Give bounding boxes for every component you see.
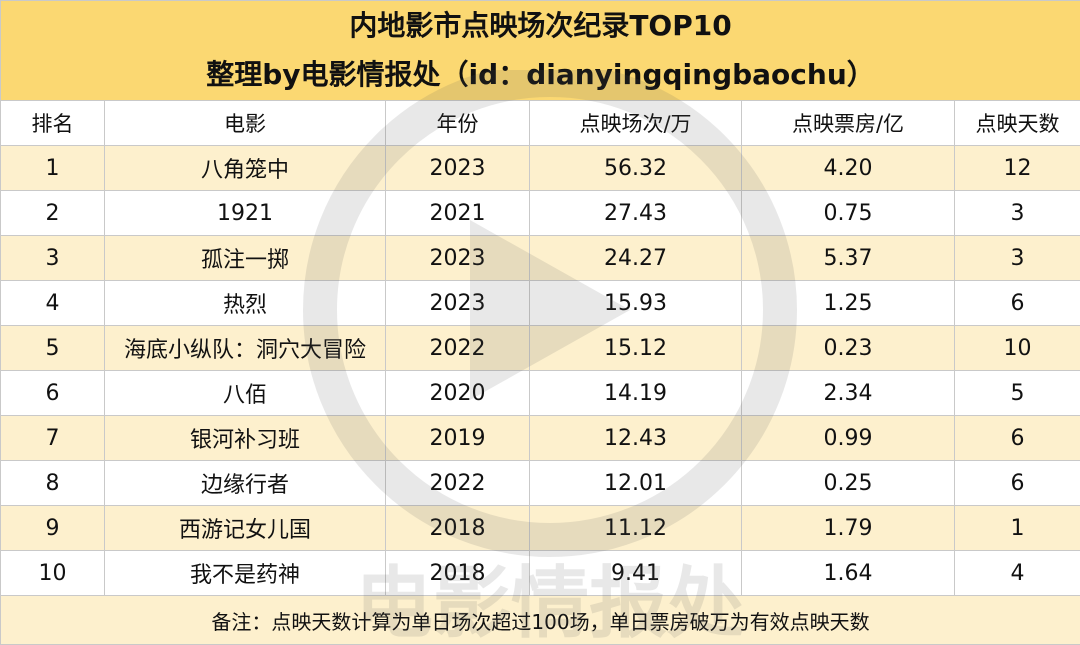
header-days[interactable]: 点映天数 <box>953 100 1080 146</box>
table-row: 3 孤注一掷 2023 24.27 5.37 3 <box>0 235 1080 281</box>
cell-box-office[interactable]: 1.25 <box>741 280 955 326</box>
table-row: 8 边缘行者 2022 12.01 0.25 6 <box>0 460 1080 506</box>
cell-sessions[interactable]: 56.32 <box>529 145 742 191</box>
title-row: 内地影市点映场次纪录TOP10 <box>0 0 1080 51</box>
cell-rank[interactable]: 5 <box>0 325 105 371</box>
cell-year[interactable]: 2018 <box>385 550 530 596</box>
cell-movie[interactable]: 西游记女儿国 <box>104 505 386 551</box>
cell-year[interactable]: 2023 <box>385 235 530 281</box>
subtitle-row: 整理by电影情报处（id：dianyingqingbaochu） <box>0 50 1080 101</box>
cell-days[interactable]: 5 <box>953 370 1080 416</box>
cell-box-office[interactable]: 1.64 <box>741 550 955 596</box>
cell-year[interactable]: 2018 <box>385 505 530 551</box>
cell-movie[interactable]: 银河补习班 <box>104 415 386 461</box>
table-note: 备注：点映天数计算为单日场次超过100场，单日票房破万为有效点映天数 <box>0 595 1080 645</box>
cell-days[interactable]: 6 <box>953 415 1080 461</box>
cell-movie[interactable]: 热烈 <box>104 280 386 326</box>
cell-movie[interactable]: 1921 <box>104 190 386 236</box>
table-row: 10 我不是药神 2018 9.41 1.64 4 <box>0 550 1080 596</box>
cell-movie[interactable]: 我不是药神 <box>104 550 386 596</box>
cell-days[interactable]: 10 <box>953 325 1080 371</box>
cell-year[interactable]: 2019 <box>385 415 530 461</box>
cell-sessions[interactable]: 24.27 <box>529 235 742 281</box>
cell-box-office[interactable]: 0.25 <box>741 460 955 506</box>
cell-movie[interactable]: 边缘行者 <box>104 460 386 506</box>
cell-days[interactable]: 4 <box>953 550 1080 596</box>
table-title: 内地影市点映场次纪录TOP10 <box>0 0 1080 51</box>
cell-year[interactable]: 2023 <box>385 145 530 191</box>
header-movie[interactable]: 电影 <box>104 100 386 146</box>
cell-sessions[interactable]: 11.12 <box>529 505 742 551</box>
cell-year[interactable]: 2023 <box>385 280 530 326</box>
cell-days[interactable]: 12 <box>953 145 1080 191</box>
cell-rank[interactable]: 2 <box>0 190 105 236</box>
cell-year[interactable]: 2022 <box>385 325 530 371</box>
cell-sessions[interactable]: 27.43 <box>529 190 742 236</box>
cell-box-office[interactable]: 0.23 <box>741 325 955 371</box>
cell-rank[interactable]: 9 <box>0 505 105 551</box>
header-rank[interactable]: 排名 <box>0 100 105 146</box>
cell-sessions[interactable]: 12.01 <box>529 460 742 506</box>
cell-rank[interactable]: 6 <box>0 370 105 416</box>
cell-sessions[interactable]: 15.12 <box>529 325 742 371</box>
table-row: 9 西游记女儿国 2018 11.12 1.79 1 <box>0 505 1080 551</box>
cell-sessions[interactable]: 9.41 <box>529 550 742 596</box>
cell-movie[interactable]: 孤注一掷 <box>104 235 386 281</box>
cell-days[interactable]: 3 <box>953 235 1080 281</box>
cell-year[interactable]: 2021 <box>385 190 530 236</box>
note-row: 备注：点映天数计算为单日场次超过100场，单日票房破万为有效点映天数 <box>0 595 1080 645</box>
header-row: 排名 电影 年份 点映场次/万 点映票房/亿 点映天数 <box>0 100 1080 146</box>
header-box-office[interactable]: 点映票房/亿 <box>741 100 955 146</box>
cell-sessions[interactable]: 12.43 <box>529 415 742 461</box>
cell-box-office[interactable]: 4.20 <box>741 145 955 191</box>
table-subtitle: 整理by电影情报处（id：dianyingqingbaochu） <box>0 50 1080 101</box>
cell-box-office[interactable]: 2.34 <box>741 370 955 416</box>
cell-rank[interactable]: 3 <box>0 235 105 281</box>
cell-days[interactable]: 3 <box>953 190 1080 236</box>
cell-rank[interactable]: 10 <box>0 550 105 596</box>
header-year[interactable]: 年份 <box>385 100 530 146</box>
header-sessions[interactable]: 点映场次/万 <box>529 100 742 146</box>
cell-rank[interactable]: 7 <box>0 415 105 461</box>
cell-box-office[interactable]: 0.75 <box>741 190 955 236</box>
table-row: 7 银河补习班 2019 12.43 0.99 6 <box>0 415 1080 461</box>
cell-rank[interactable]: 1 <box>0 145 105 191</box>
cell-sessions[interactable]: 14.19 <box>529 370 742 416</box>
cell-movie[interactable]: 海底小纵队：洞穴大冒险 <box>104 325 386 371</box>
table-row: 1 八角笼中 2023 56.32 4.20 12 <box>0 145 1080 191</box>
cell-movie[interactable]: 八佰 <box>104 370 386 416</box>
cell-box-office[interactable]: 0.99 <box>741 415 955 461</box>
cell-box-office[interactable]: 1.79 <box>741 505 955 551</box>
cell-box-office[interactable]: 5.37 <box>741 235 955 281</box>
cell-rank[interactable]: 4 <box>0 280 105 326</box>
cell-movie[interactable]: 八角笼中 <box>104 145 386 191</box>
table-row: 4 热烈 2023 15.93 1.25 6 <box>0 280 1080 326</box>
table-row: 2 1921 2021 27.43 0.75 3 <box>0 190 1080 236</box>
cell-days[interactable]: 6 <box>953 280 1080 326</box>
cell-days[interactable]: 6 <box>953 460 1080 506</box>
cell-year[interactable]: 2020 <box>385 370 530 416</box>
table-row: 5 海底小纵队：洞穴大冒险 2022 15.12 0.23 10 <box>0 325 1080 371</box>
cell-year[interactable]: 2022 <box>385 460 530 506</box>
table-row: 6 八佰 2020 14.19 2.34 5 <box>0 370 1080 416</box>
cell-days[interactable]: 1 <box>953 505 1080 551</box>
cell-rank[interactable]: 8 <box>0 460 105 506</box>
cell-sessions[interactable]: 15.93 <box>529 280 742 326</box>
